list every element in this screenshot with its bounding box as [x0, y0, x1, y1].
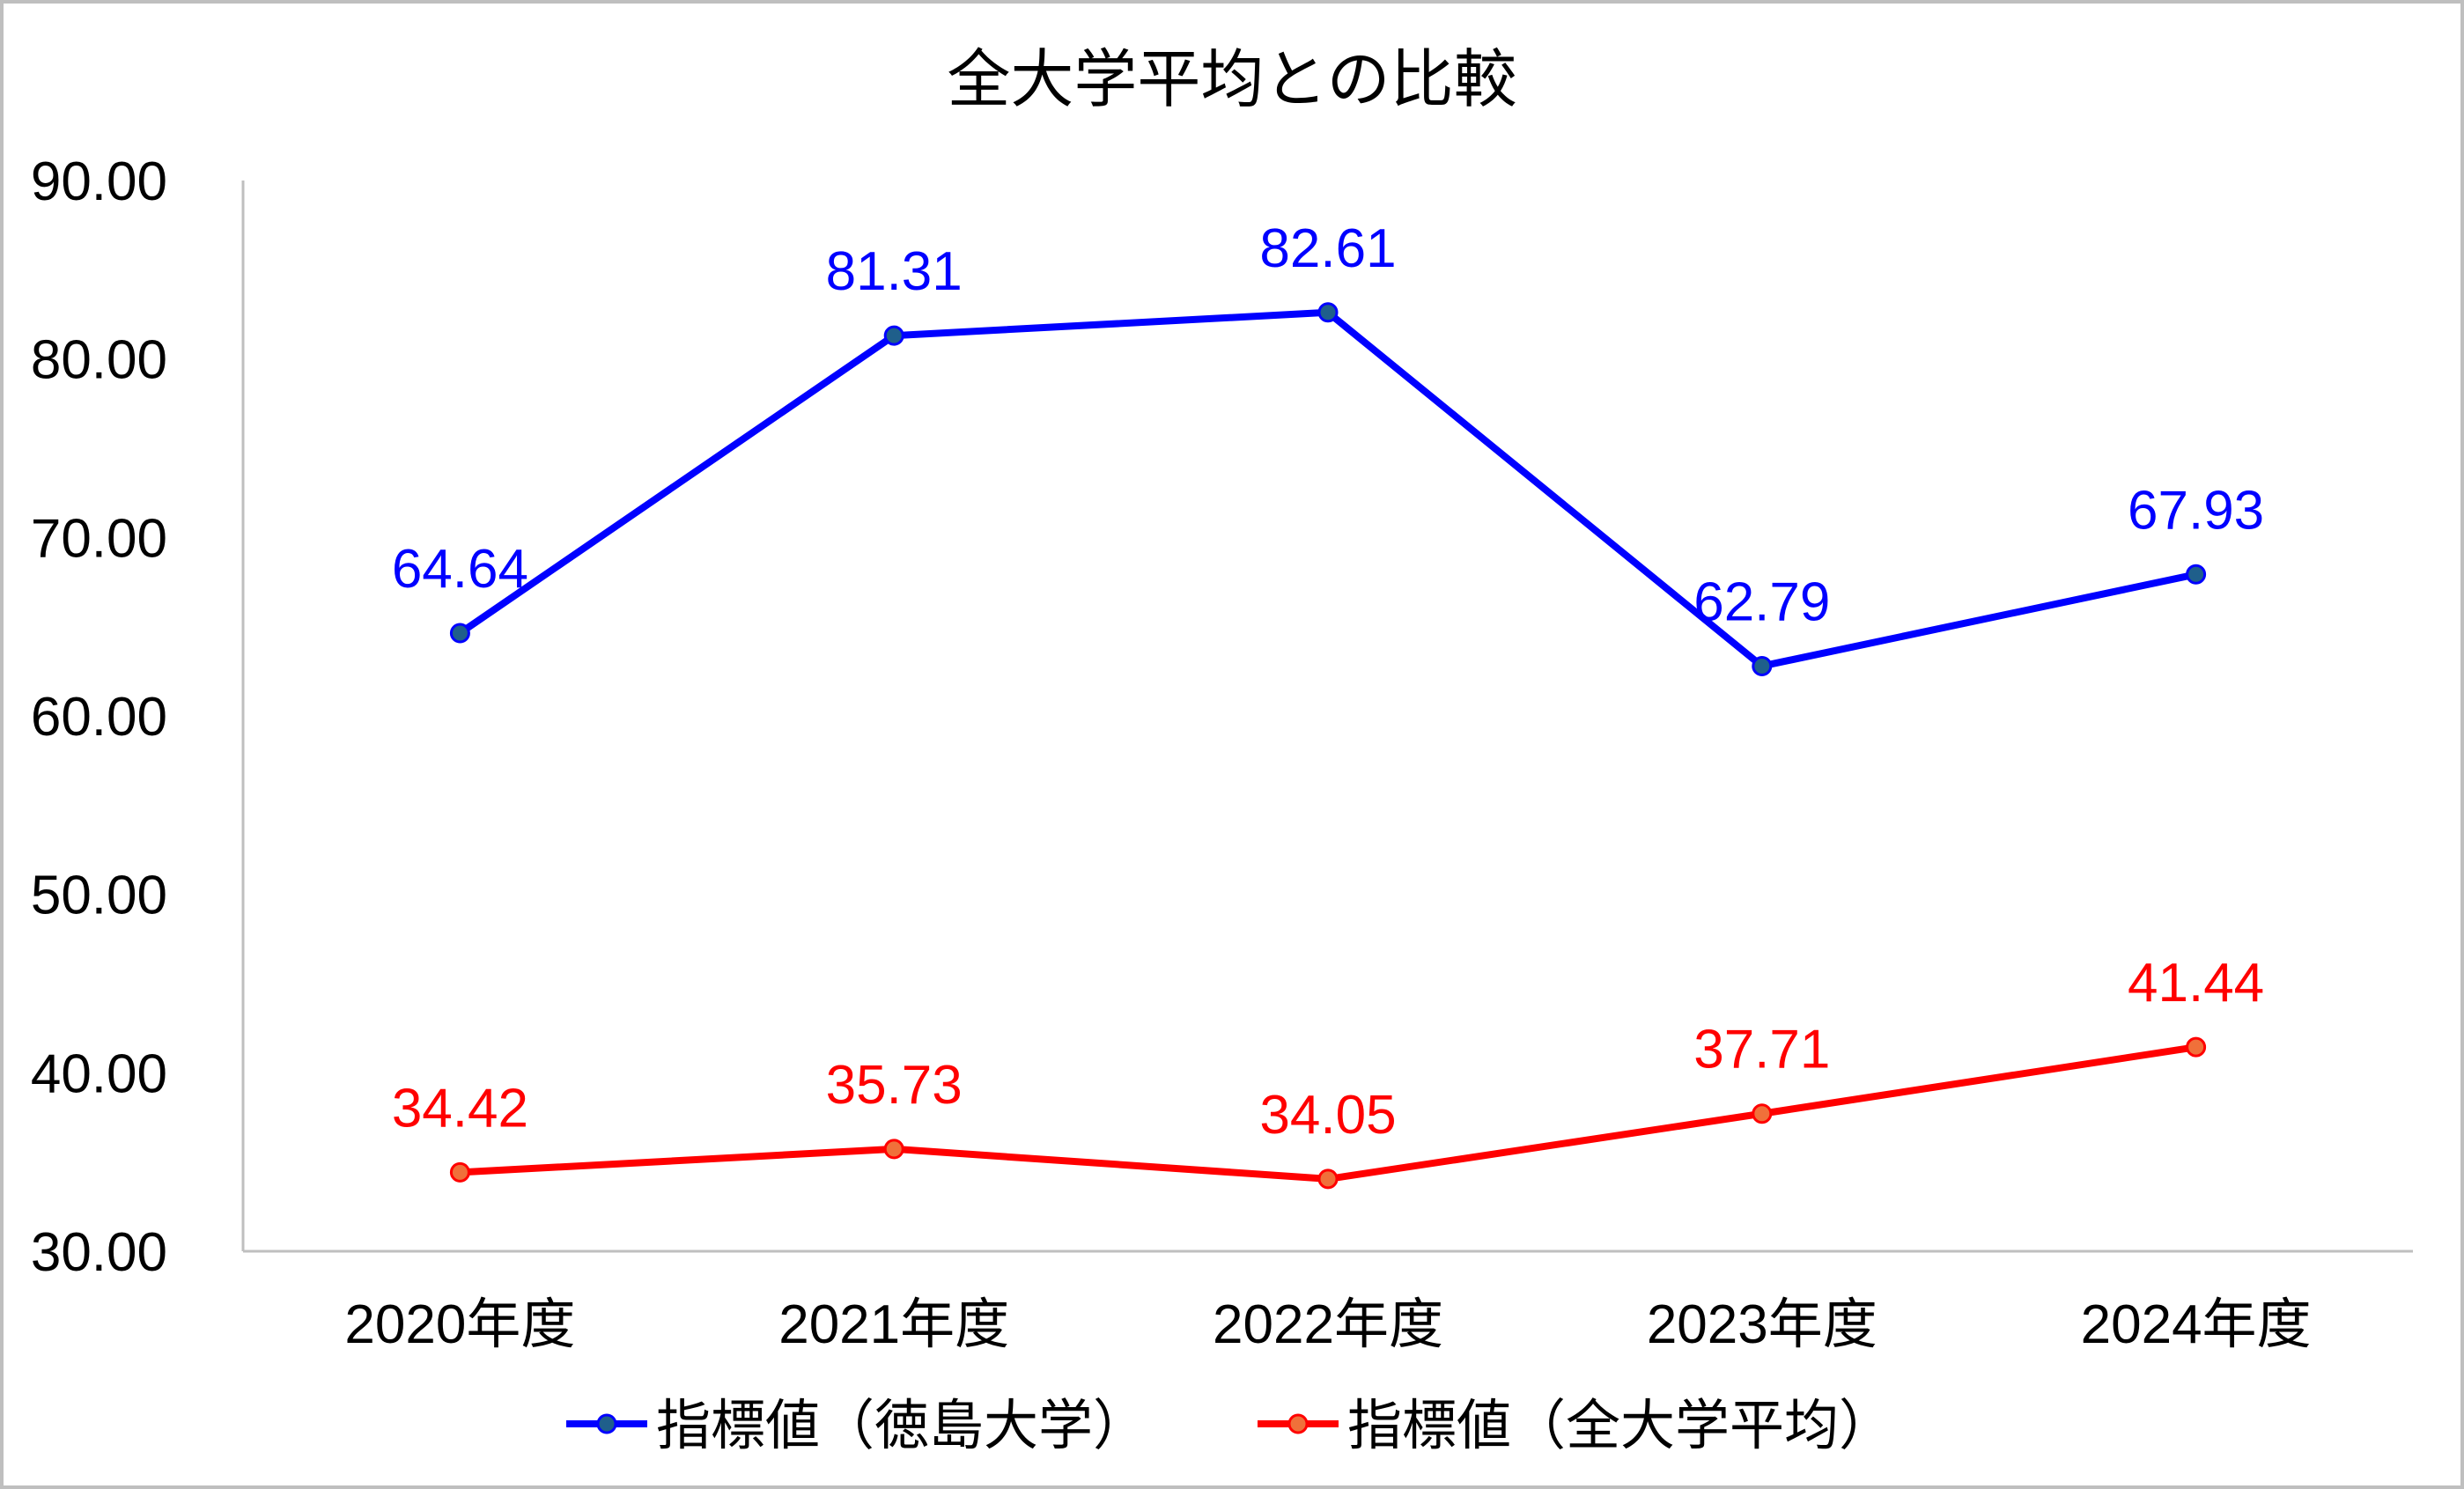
- x-tick-label: 2023年度: [1647, 1294, 1878, 1355]
- y-tick-label: 40.00: [31, 1043, 167, 1104]
- x-tick-label: 2021年度: [778, 1294, 1009, 1355]
- series-0: 64.64 81.31 82.61 62.79 67.93: [392, 218, 2264, 676]
- data-point: [1317, 302, 1339, 323]
- data-point: [1317, 1168, 1339, 1190]
- chart-title: 全大学平均との比較: [947, 45, 1516, 115]
- legend-label: 指標値（徳島大学）: [656, 1396, 1147, 1456]
- legend-item-1: 指標値（全大学平均）: [1258, 1396, 1893, 1456]
- data-point: [449, 1161, 470, 1183]
- data-label: 34.42: [392, 1078, 528, 1139]
- series-1: 34.42 35.73 34.05 37.71 41.44: [392, 953, 2264, 1190]
- data-point: [1752, 1103, 1773, 1124]
- y-tick-label: 80.00: [31, 330, 167, 391]
- x-tick-label: 2022年度: [1213, 1294, 1443, 1355]
- data-point: [1752, 655, 1773, 676]
- data-point: [2186, 564, 2207, 585]
- data-label: 67.93: [2128, 480, 2264, 541]
- legend-marker: [596, 1413, 617, 1434]
- legend-marker: [1287, 1413, 1309, 1434]
- legend-item-0: 指標値（徳島大学）: [566, 1396, 1147, 1456]
- y-tick-label: 90.00: [31, 151, 167, 212]
- data-label: 41.44: [2128, 953, 2264, 1014]
- legend-label: 指標値（全大学平均）: [1347, 1396, 1893, 1456]
- y-tick-label: 70.00: [31, 508, 167, 569]
- data-label: 81.31: [826, 241, 963, 302]
- data-point: [883, 325, 904, 346]
- y-tick-label: 30.00: [31, 1222, 167, 1283]
- data-point: [2186, 1036, 2207, 1058]
- x-tick-label: 2020年度: [344, 1294, 575, 1355]
- data-label: 62.79: [1693, 571, 1830, 632]
- data-point: [449, 623, 470, 644]
- y-tick-label: 60.00: [31, 687, 167, 748]
- y-tick-label: 50.00: [31, 866, 167, 926]
- data-label: 35.73: [826, 1055, 963, 1116]
- data-label: 34.05: [1259, 1085, 1396, 1146]
- data-label: 64.64: [392, 539, 528, 600]
- x-tick-label: 2024年度: [2081, 1294, 2312, 1355]
- data-label: 82.61: [1259, 218, 1396, 279]
- data-label: 37.71: [1693, 1020, 1830, 1080]
- data-point: [883, 1139, 904, 1160]
